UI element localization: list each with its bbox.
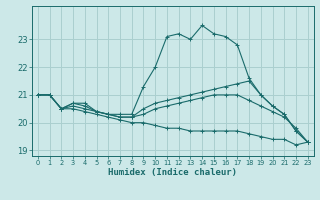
X-axis label: Humidex (Indice chaleur): Humidex (Indice chaleur) [108, 168, 237, 177]
